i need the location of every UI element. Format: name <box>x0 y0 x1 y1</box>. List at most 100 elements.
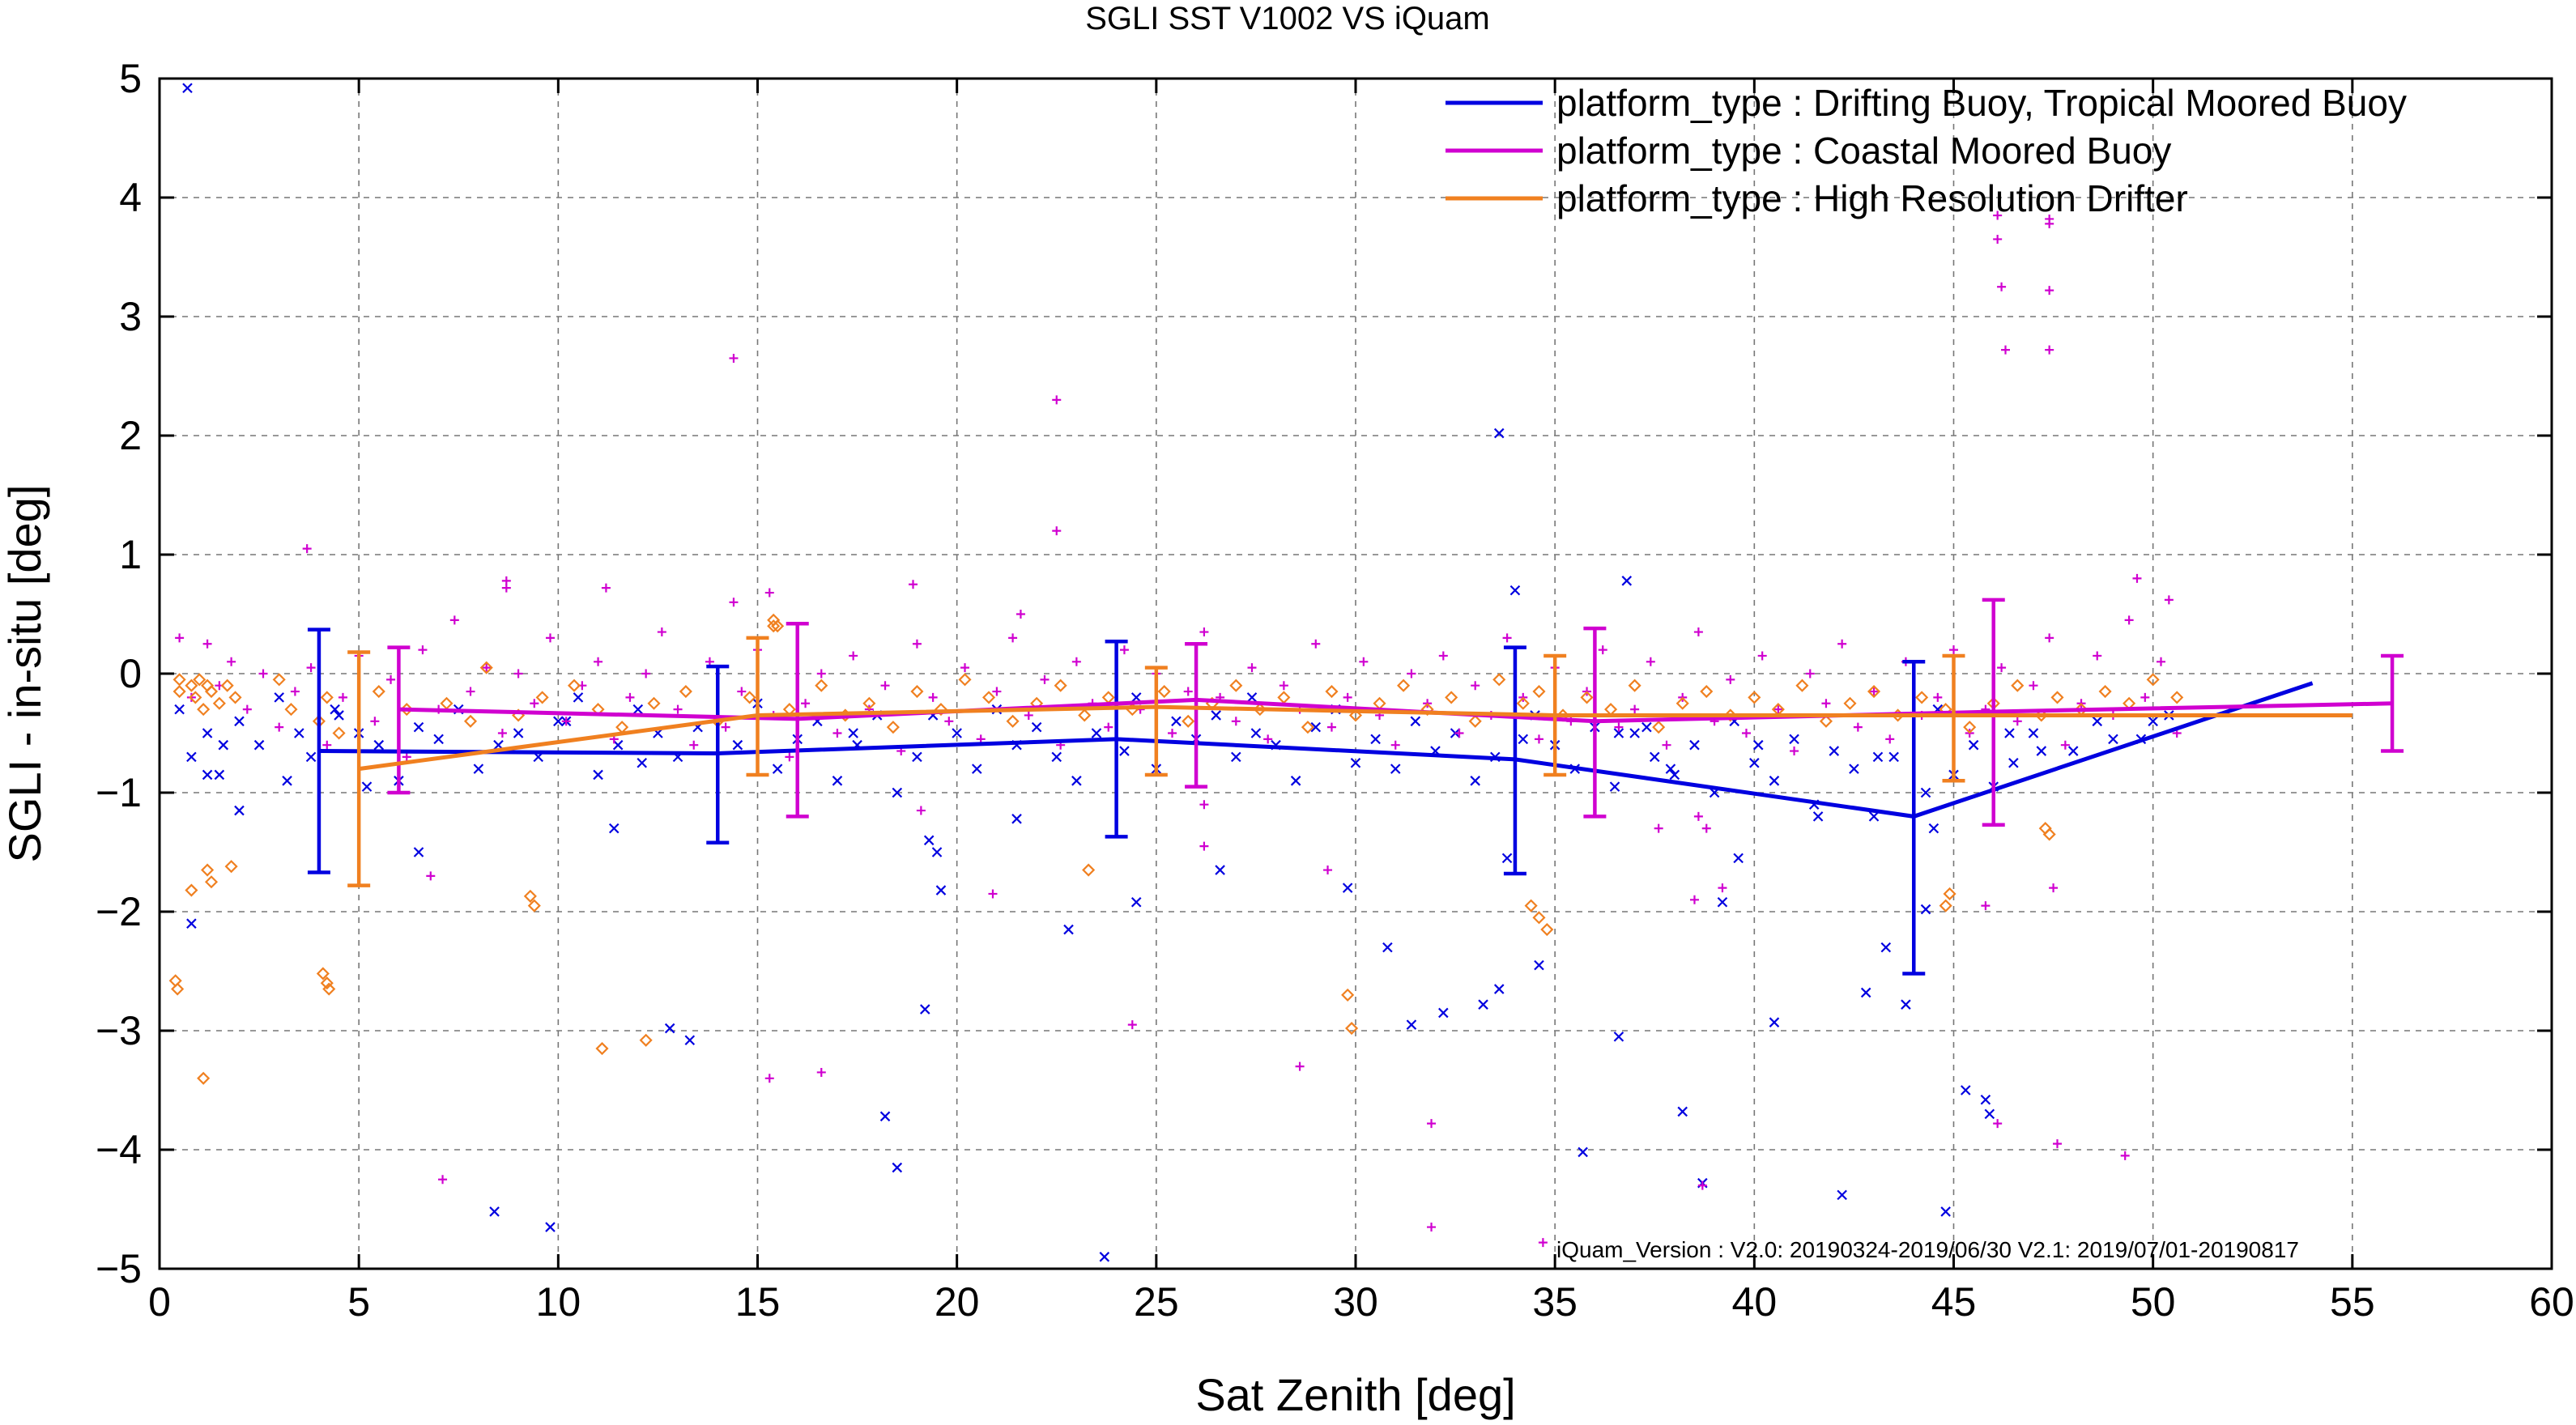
data-point <box>1665 764 1676 774</box>
data-point <box>1171 716 1182 727</box>
data-point <box>320 976 334 990</box>
data-point <box>1939 899 1952 912</box>
data-point <box>767 619 781 633</box>
data-point <box>848 728 858 738</box>
data-point <box>1717 896 1728 908</box>
data-point <box>1031 721 1042 733</box>
data-point <box>1718 883 1727 893</box>
data-point <box>2001 345 2010 355</box>
data-point <box>1454 729 1464 738</box>
data-point <box>1015 610 1025 619</box>
data-point <box>641 669 651 678</box>
series-layer <box>168 83 2404 1262</box>
data-point <box>1006 714 1020 728</box>
data-point <box>172 684 186 699</box>
data-point <box>523 889 537 903</box>
data-point <box>1071 657 1081 666</box>
data-point <box>242 704 252 714</box>
data-point <box>1880 942 1892 953</box>
data-point <box>1342 883 1353 893</box>
data-point <box>886 721 900 734</box>
data-point <box>1310 721 1322 733</box>
data-point <box>1980 1094 1991 1105</box>
data-point <box>1769 776 1780 786</box>
data-point <box>402 752 411 762</box>
data-point <box>1501 853 1513 864</box>
data-point <box>274 692 284 703</box>
data-point <box>1960 1085 1971 1095</box>
data-point <box>418 645 428 655</box>
data-point <box>2170 691 2184 704</box>
data-point <box>1733 853 1744 864</box>
data-point <box>1652 721 1666 734</box>
data-point <box>912 751 922 763</box>
data-point <box>338 692 347 702</box>
data-point <box>302 544 312 554</box>
data-point <box>1837 1189 1847 1201</box>
data-point <box>1915 691 1929 704</box>
data-point <box>202 639 212 649</box>
data-point <box>1769 1017 1780 1027</box>
data-point <box>2045 214 2054 223</box>
data-point <box>1040 674 1050 684</box>
data-point <box>1279 681 1288 691</box>
data-point <box>815 678 828 692</box>
data-point <box>284 703 298 717</box>
data-point <box>316 967 330 980</box>
y-tick-label: −3 <box>96 1008 142 1053</box>
data-point <box>1968 739 1979 751</box>
data-point <box>1516 696 1530 710</box>
series-mean-line <box>358 704 2352 772</box>
data-point <box>1247 663 1257 673</box>
data-point <box>1649 751 1660 763</box>
data-point <box>1943 887 1956 901</box>
data-point <box>1837 639 1847 649</box>
data-point <box>1168 729 1177 738</box>
data-point <box>182 83 193 94</box>
data-point <box>1984 1108 1995 1120</box>
data-point <box>1853 722 1863 732</box>
data-point <box>1540 922 1554 937</box>
data-point <box>1231 751 1241 763</box>
data-point <box>721 722 730 732</box>
data-point <box>601 583 611 593</box>
x-tick-label: 25 <box>1134 1279 1179 1325</box>
data-point <box>1752 739 1764 751</box>
data-point <box>1119 746 1130 756</box>
y-tick-label: 5 <box>119 56 142 101</box>
y-tick-label: 4 <box>119 175 142 220</box>
data-point <box>1580 691 1594 704</box>
data-point <box>1051 751 1062 763</box>
data-point <box>2011 678 2025 692</box>
x-tick-label: 60 <box>2529 1279 2574 1325</box>
data-point <box>1263 734 1273 744</box>
data-point <box>988 889 998 899</box>
data-point <box>2132 573 2142 583</box>
data-point <box>679 684 692 699</box>
data-point <box>1849 764 1859 774</box>
data-point <box>732 739 743 751</box>
data-point <box>322 740 332 750</box>
data-point <box>849 651 858 661</box>
data-point <box>1341 988 1355 1002</box>
y-tick-label: −5 <box>96 1246 142 1291</box>
data-point <box>772 764 783 774</box>
data-point <box>910 684 924 699</box>
data-point <box>501 576 511 585</box>
data-point <box>186 918 197 929</box>
data-point <box>1669 769 1680 781</box>
data-point <box>561 717 571 726</box>
data-point <box>370 717 380 726</box>
data-point <box>1993 1119 2003 1129</box>
data-point <box>935 885 947 895</box>
data-point <box>1471 681 1480 691</box>
x-tick-label: 15 <box>735 1279 781 1325</box>
data-point <box>1290 776 1301 786</box>
data-point <box>1689 895 1699 904</box>
y-tick-label: −4 <box>96 1127 142 1172</box>
legend-label: platform_type : High Resolution Drifter <box>1556 177 2188 219</box>
iquam-version-note: iQuam_Version : V2.0: 20190324-2019/06/3… <box>1556 1237 2299 1262</box>
data-point <box>1805 669 1815 678</box>
data-point <box>928 692 938 702</box>
